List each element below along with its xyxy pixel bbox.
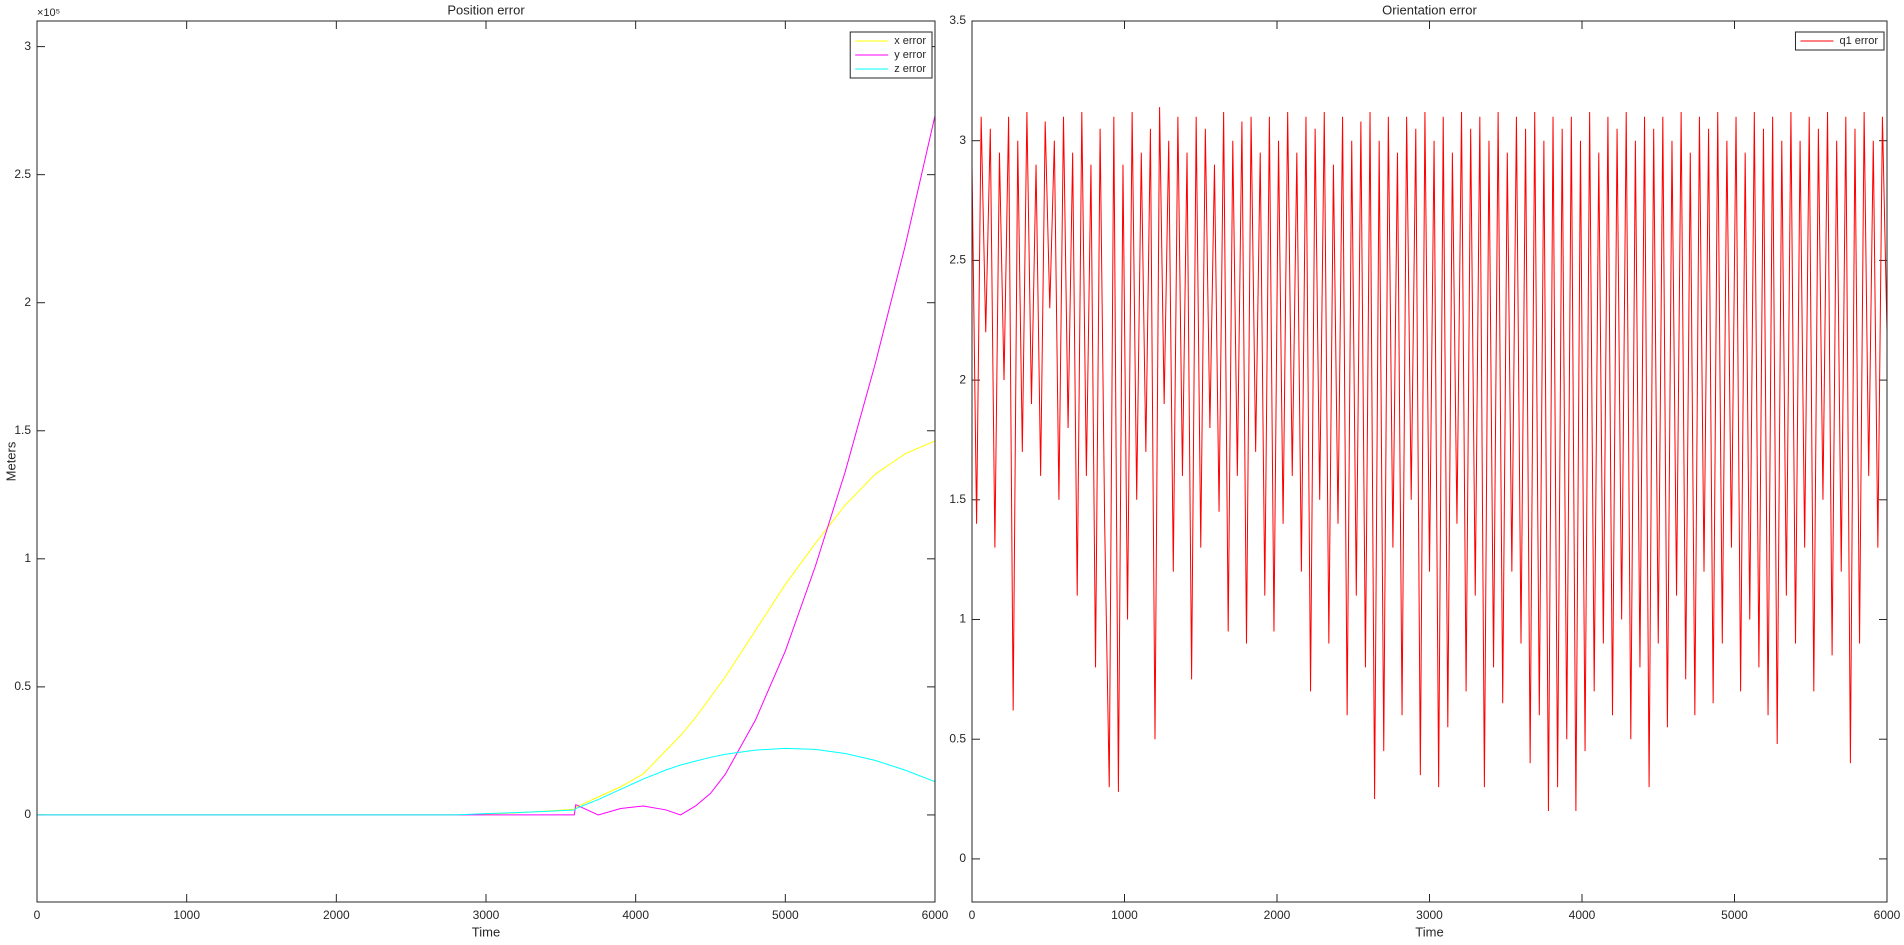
- legend-label: x error: [894, 35, 926, 47]
- x-axis-label: Time: [1415, 924, 1443, 939]
- x-tick-label: 3000: [473, 908, 500, 922]
- plot-area: [972, 21, 1887, 902]
- y-tick-label: 1: [24, 551, 31, 565]
- axes-box: [36, 20, 936, 903]
- x-tick-label: 5000: [772, 908, 799, 922]
- chart-title: Orientation error: [1382, 2, 1477, 17]
- y-axis-label: Meters: [3, 441, 18, 481]
- y-exponent-label: ×10⁵: [37, 7, 60, 19]
- chart: 0 1000 2000 3000 4000 5000 6000 0 0.5 1 1.5 2 2.5 3 Po…: [3, 2, 948, 939]
- x-tick-label: 1000: [1111, 908, 1138, 922]
- legend-label: y error: [894, 49, 926, 61]
- x-tick-label: 6000: [1874, 908, 1901, 922]
- x-tick-label: 2000: [1264, 908, 1291, 922]
- y-tick-label: 2.5: [14, 167, 31, 181]
- x-tick-label: 4000: [622, 908, 649, 922]
- legend: q1 error: [1794, 31, 1885, 51]
- x-tick-label: 4000: [1569, 908, 1596, 922]
- y-tick-label: 1.5: [14, 423, 31, 437]
- x-tick-label: 5000: [1721, 908, 1748, 922]
- x-tick-label: 2000: [323, 908, 350, 922]
- data-line: [972, 107, 1887, 812]
- legend: x error y error z error: [849, 31, 933, 79]
- x-tick-label: 3000: [1416, 908, 1443, 922]
- chart: 0 1000 2000 3000 4000 5000 6000 0 0.5 1 1.5 2 2.5 3 3.…: [949, 2, 1900, 939]
- y-tick-label: 3.5: [949, 13, 966, 27]
- x-tick-label: 0: [34, 908, 41, 922]
- legend-label: q1 error: [1839, 35, 1878, 47]
- plot-area: [37, 21, 935, 902]
- y-tick-label: 0: [959, 851, 966, 865]
- x-axis-label: Time: [472, 924, 500, 939]
- y-tick-label: 0.5: [14, 679, 31, 693]
- legend-box: [1794, 31, 1885, 51]
- x-tick-label: 1000: [173, 908, 200, 922]
- y-tick-label: 0.5: [949, 731, 966, 745]
- y-tick-label: 1: [959, 612, 966, 626]
- y-tick-label: 1.5: [949, 492, 966, 506]
- legend-label: z error: [894, 63, 926, 75]
- chart-title: Position error: [447, 2, 525, 17]
- x-tick-label: 6000: [922, 908, 949, 922]
- y-tick-label: 3: [959, 133, 966, 147]
- y-tick-label: 0: [24, 807, 31, 821]
- axes-box: [971, 20, 1888, 903]
- y-tick-label: 2: [959, 372, 966, 386]
- data-line: [37, 747, 935, 816]
- y-tick-label: 3: [24, 39, 31, 53]
- y-tick-label: 2: [24, 295, 31, 309]
- y-tick-label: 2.5: [949, 253, 966, 267]
- x-tick-label: 0: [969, 908, 976, 922]
